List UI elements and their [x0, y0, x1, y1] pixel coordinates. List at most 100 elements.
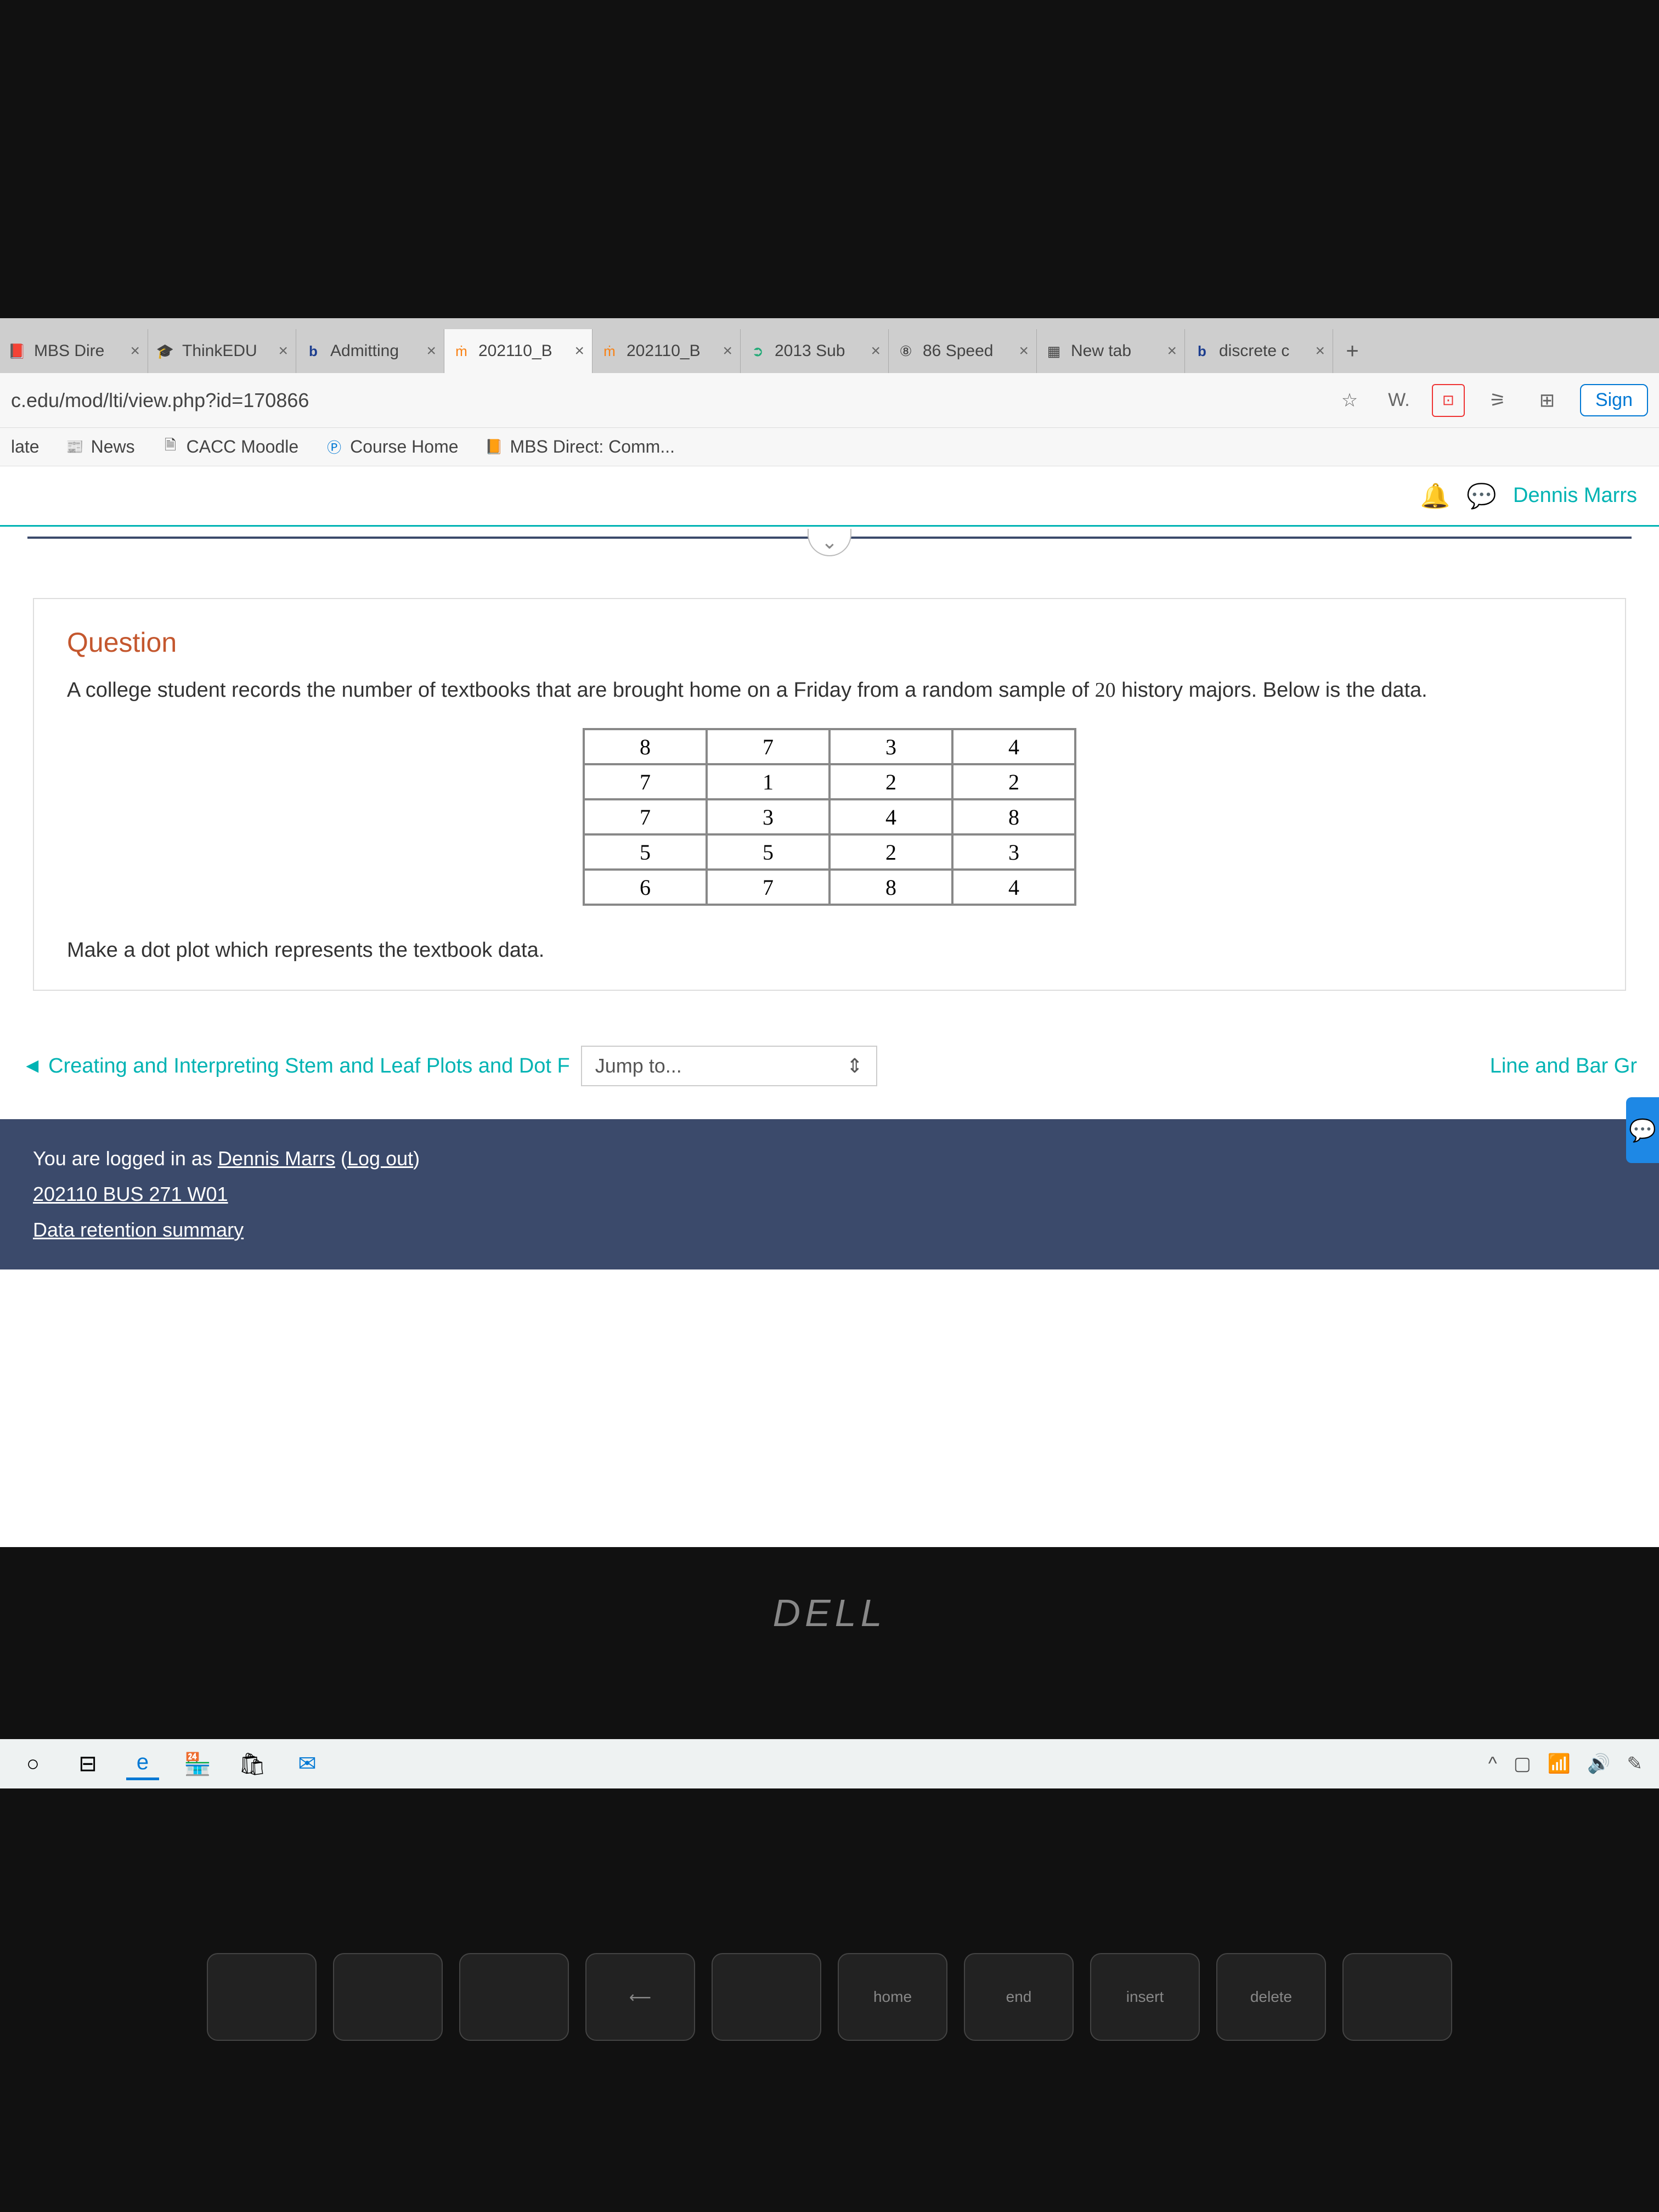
close-icon[interactable]: ×	[426, 342, 436, 360]
tab-label: 202110_B	[627, 342, 701, 360]
cell: 4	[953, 871, 1074, 904]
sample-size: 20	[1095, 679, 1116, 702]
system-tray: ^ ▢ 📶 🔊 ✎	[1488, 1753, 1643, 1775]
bell-icon[interactable]: 🔔	[1420, 482, 1450, 510]
read-aloud-icon[interactable]: ⊡	[1432, 384, 1465, 417]
book-icon: 📙	[486, 439, 503, 455]
tray-chevron-icon[interactable]: ^	[1488, 1753, 1497, 1775]
activity-nav: ◄ Creating and Interpreting Stem and Lea…	[0, 1013, 1659, 1119]
close-icon[interactable]: ×	[278, 342, 288, 360]
battery-icon[interactable]: ▢	[1514, 1753, 1531, 1775]
star-icon[interactable]: ☆	[1333, 384, 1366, 417]
footer-user-link[interactable]: Dennis Marrs	[218, 1147, 335, 1170]
fav-late[interactable]: late	[11, 437, 40, 457]
fav-news[interactable]: 📰News	[67, 437, 135, 457]
tab-newtab[interactable]: ▦New tab×	[1037, 329, 1185, 373]
close-icon[interactable]: ×	[871, 342, 881, 360]
tab-mbs[interactable]: 📕MBS Dire×	[0, 329, 148, 373]
cell: 3	[953, 836, 1074, 868]
close-icon[interactable]: ×	[574, 342, 584, 360]
news-icon: 📰	[67, 439, 83, 455]
cell: 3	[708, 800, 828, 833]
next-activity-link[interactable]: Line and Bar Gr	[1490, 1054, 1637, 1078]
fav-course-home[interactable]: ⓅCourse Home	[326, 437, 458, 457]
store homebase-icon[interactable]: 🏪	[181, 1747, 214, 1780]
fav-label: MBS Direct: Comm...	[510, 437, 675, 457]
logout-link[interactable]: Log out	[347, 1147, 413, 1170]
fav-label: Course Home	[350, 437, 458, 457]
table-row: 5523	[585, 836, 1074, 868]
volume-icon[interactable]: 🔊	[1587, 1753, 1610, 1775]
wifi-icon[interactable]: 📶	[1548, 1753, 1571, 1775]
favicon-edu-icon: 🎓	[156, 342, 174, 360]
qtext-part-b: history majors. Below is the data.	[1116, 679, 1427, 702]
sign-in-button[interactable]: Sign	[1580, 384, 1648, 416]
fav-label: late	[11, 437, 40, 457]
close-icon[interactable]: ×	[1167, 342, 1177, 360]
table-row: 8734	[585, 730, 1074, 763]
favorites-icon[interactable]: ⚞	[1481, 384, 1514, 417]
close-icon[interactable]: ×	[723, 342, 732, 360]
user-name-link[interactable]: Dennis Marrs	[1513, 484, 1637, 507]
tab-discrete[interactable]: bdiscrete c×	[1185, 329, 1333, 373]
fav-cacc-moodle[interactable]: 🗎CACC Moodle	[162, 437, 299, 457]
fav-label: CACC Moodle	[187, 437, 299, 457]
tab-202110-active[interactable]: ṁ202110_B×	[444, 329, 592, 373]
tab-2013sub[interactable]: ➲2013 Sub×	[741, 329, 889, 373]
mail-icon[interactable]: ✉	[291, 1747, 324, 1780]
logged-in-line: You are logged in as Dennis Marrs (Log o…	[33, 1141, 1626, 1177]
side-chat-tab[interactable]: 💬	[1626, 1097, 1659, 1163]
retention-link[interactable]: Data retention summary	[33, 1218, 244, 1241]
collections-icon[interactable]: ⊞	[1531, 384, 1564, 417]
new-tab-button[interactable]: +	[1333, 329, 1372, 373]
key: ⟵	[585, 1953, 695, 2041]
section-divider: ⌄	[0, 527, 1659, 549]
cell: 8	[585, 730, 706, 763]
cell: 4	[953, 730, 1074, 763]
address-bar-row: c.edu/mod/lti/view.php?id=170866 ☆ W. ⊡ …	[0, 373, 1659, 428]
chat-icon[interactable]: 💬	[1466, 482, 1497, 510]
close-icon[interactable]: ×	[1315, 342, 1325, 360]
edge-icon[interactable]: e	[126, 1747, 159, 1780]
cell: 2	[831, 836, 951, 868]
favicon-book-icon: 📕	[8, 342, 26, 360]
favicon-moodle-icon: ṁ	[600, 342, 619, 360]
cell: 8	[831, 871, 951, 904]
laptop-screen: 📕MBS Dire× 🎓 ThinkEDU × b Admitting × ṁ 20211…	[0, 318, 1659, 1547]
main-content: Question A college student records the n…	[0, 549, 1659, 1013]
tab-202110-2[interactable]: ṁ 202110_B ×	[592, 329, 741, 373]
favicon-bartleby-icon: b	[304, 342, 323, 360]
cortana-icon[interactable]: ○	[16, 1747, 49, 1780]
tab-thinkedu[interactable]: 🎓 ThinkEDU ×	[148, 329, 296, 373]
tab-label: New tab	[1071, 342, 1131, 360]
fav-mbs-direct[interactable]: 📙 MBS Direct: Comm...	[486, 437, 675, 457]
tab-label: 86 Speed	[923, 342, 993, 360]
jump-to-select[interactable]: Jump to... ⇕	[581, 1046, 877, 1086]
cell: 5	[708, 836, 828, 868]
key-delete: delete	[1216, 1953, 1326, 2041]
tab-label: discrete c	[1219, 342, 1289, 360]
cell: 7	[585, 800, 706, 833]
tab-86speed[interactable]: ⑧86 Speed×	[889, 329, 1037, 373]
tab-admitting[interactable]: b Admitting ×	[296, 329, 444, 373]
favicon-moodle-icon: ṁ	[452, 342, 471, 360]
key-home: home	[838, 1953, 947, 2041]
favorites-bar: late 📰News 🗎CACC Moodle ⓅCourse Home 📙 MB…	[0, 428, 1659, 466]
close-icon[interactable]: ×	[1019, 342, 1029, 360]
w-label: W.	[1383, 384, 1415, 417]
tab-label: ThinkEDU	[182, 342, 257, 360]
store-icon[interactable]: 🛍	[236, 1747, 269, 1780]
course-link[interactable]: 202110 BUS 271 W01	[33, 1183, 228, 1205]
key	[1342, 1953, 1452, 2041]
tab-label: Admitting	[330, 342, 399, 360]
taskview-icon[interactable]: ⊟	[71, 1747, 104, 1780]
close-icon[interactable]: ×	[130, 342, 140, 360]
table-row: 6784	[585, 871, 1074, 904]
url-text[interactable]: c.edu/mod/lti/view.php?id=170866	[11, 389, 1317, 412]
photo-background: 📕MBS Dire× 🎓 ThinkEDU × b Admitting × ṁ 20211…	[0, 0, 1659, 2212]
instruction-text: Make a dot plot which represents the tex…	[67, 939, 1592, 962]
data-table: 8734 7122 7348 5523 6784	[583, 728, 1076, 906]
prev-activity-link[interactable]: ◄ Creating and Interpreting Stem and Lea…	[22, 1054, 570, 1078]
pen-icon[interactable]: ✎	[1627, 1753, 1643, 1775]
key	[712, 1953, 821, 2041]
